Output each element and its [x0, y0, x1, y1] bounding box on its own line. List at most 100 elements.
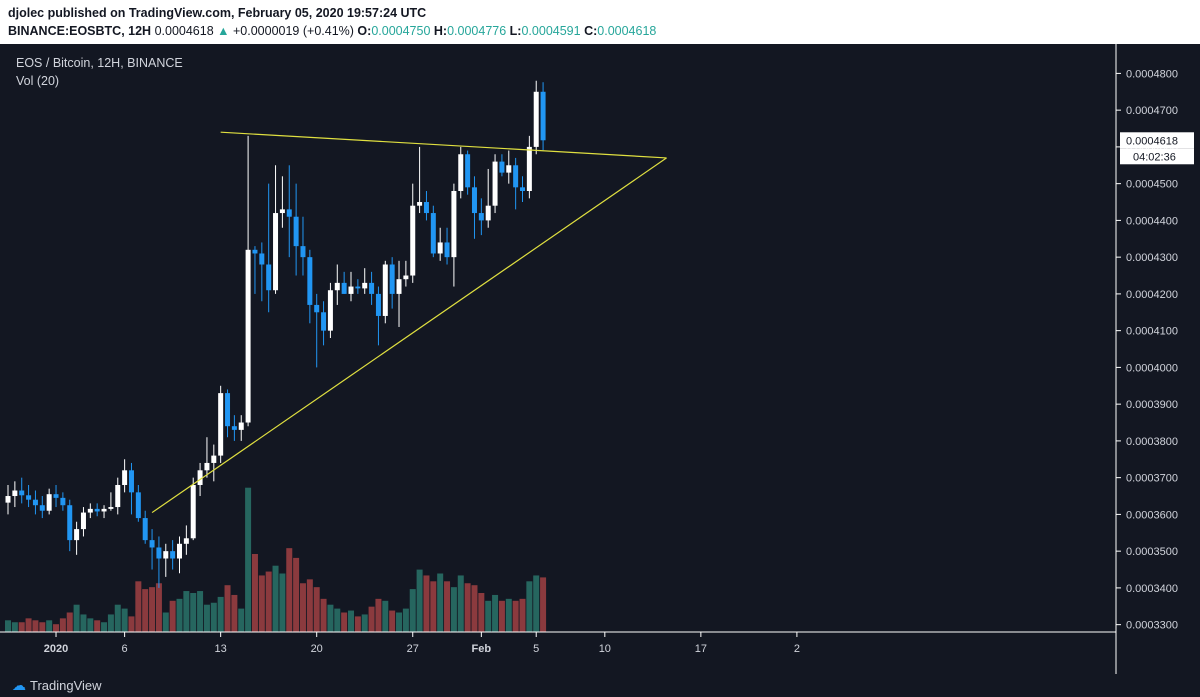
volume-bar	[73, 604, 80, 632]
volume-bar	[142, 589, 149, 632]
volume-bar	[25, 618, 32, 632]
low-value: 0.0004591	[521, 24, 581, 38]
volume-bar	[313, 587, 320, 632]
volume-bar	[444, 581, 451, 632]
candle-body	[403, 275, 409, 280]
tradingview-brand-label: TradingView	[30, 678, 102, 693]
volume-bar	[430, 581, 437, 632]
candle-body	[499, 161, 505, 173]
candle-body	[327, 290, 333, 331]
time-tick-label: 13	[215, 643, 227, 655]
candle-body	[12, 490, 18, 497]
volume-bar	[11, 622, 18, 632]
trendline[interactable]	[151, 157, 667, 514]
volume-bar	[512, 600, 519, 632]
volume-bar	[478, 593, 485, 632]
candle-body	[348, 286, 354, 294]
countdown-label: 04:02:36	[1133, 151, 1176, 163]
candle-body	[382, 264, 388, 316]
header: djolec published on TradingView.com, Feb…	[0, 0, 1200, 44]
candle-body	[520, 187, 525, 191]
volume-bar	[286, 548, 293, 632]
price-tick-label: 0.0003900	[1126, 399, 1178, 411]
open-value: 0.0004750	[371, 24, 431, 38]
candle-body	[19, 490, 25, 496]
volume-bar	[121, 608, 128, 632]
candle-body	[266, 264, 272, 291]
candle-body	[540, 91, 546, 141]
candle-body	[231, 426, 237, 430]
volume-bar	[87, 618, 94, 632]
volume-bar	[245, 487, 252, 632]
candle-body	[526, 146, 532, 191]
volume-bar	[457, 575, 464, 632]
volume-bar	[485, 600, 492, 632]
countdown-box	[1120, 148, 1194, 165]
volume-bar	[389, 610, 396, 632]
candle-body	[163, 551, 169, 559]
candle-body	[156, 547, 162, 559]
price-tick-label: 0.0004700	[1126, 105, 1178, 117]
candle-body	[273, 213, 279, 291]
volume-bar	[396, 612, 403, 632]
price-tick-label: 0.0004800	[1126, 68, 1178, 80]
volume-bar	[155, 583, 162, 632]
chart-svg[interactable]: 0.00048000.00047000.00046000.00045000.00…	[0, 44, 1200, 674]
candle-body	[471, 187, 477, 214]
tradingview-brand[interactable]: ☁ TradingView	[12, 677, 102, 694]
price-tick-label: 0.0004500	[1126, 179, 1178, 191]
candle-body	[46, 494, 52, 511]
price-change: +0.0000019 (+0.41%)	[233, 24, 354, 38]
close-value: 0.0004618	[597, 24, 657, 38]
price-tick-label: 0.0004300	[1126, 252, 1178, 264]
time-tick-label: 27	[407, 643, 419, 655]
footer: ☁ TradingView	[0, 674, 1200, 697]
candle-body	[225, 393, 231, 427]
volume-bar	[293, 557, 300, 632]
candle-body	[451, 191, 457, 258]
candle-body	[5, 496, 11, 503]
candle-body	[87, 508, 93, 513]
candle-body	[142, 518, 148, 541]
volume-bar	[526, 581, 533, 632]
candle-body	[238, 422, 244, 430]
candle-body	[32, 499, 38, 506]
volume-bar	[533, 575, 540, 632]
last-price: 0.0004618	[154, 24, 214, 38]
tradingview-logo-icon: ☁	[12, 677, 26, 693]
volume-bar	[505, 598, 512, 632]
candle-body	[122, 470, 128, 485]
candle-body	[128, 470, 134, 493]
volume-bar	[176, 598, 183, 632]
volume-bar	[279, 573, 286, 632]
trendline[interactable]	[220, 131, 667, 159]
volume-bar	[18, 622, 25, 632]
price-tick-label: 0.0004200	[1126, 289, 1178, 301]
candle-body	[204, 462, 210, 471]
candle-body	[293, 216, 299, 247]
chart-area[interactable]: 0.00048000.00047000.00046000.00045000.00…	[0, 44, 1200, 674]
candle-body	[108, 507, 114, 509]
ohlc-line: BINANCE:EOSBTC, 12H 0.0004618 ▲ +0.00000…	[8, 24, 656, 38]
price-tick-label: 0.0003800	[1126, 436, 1178, 448]
price-tick-label: 0.0003500	[1126, 546, 1178, 558]
candle-body	[39, 505, 45, 511]
volume-bar	[94, 620, 101, 632]
price-tick-label: 0.0004400	[1126, 215, 1178, 227]
volume-bar	[128, 616, 135, 632]
candle-body	[533, 91, 539, 147]
volume-bar	[348, 610, 354, 632]
volume-bar	[114, 604, 121, 632]
candle-body	[417, 202, 423, 206]
price-tick-label: 0.0003700	[1126, 473, 1178, 485]
candle-body	[321, 312, 327, 331]
volume-bar	[80, 614, 87, 632]
candle-body	[465, 154, 471, 188]
candle-body	[478, 213, 484, 221]
volume-bar	[258, 575, 265, 632]
candle-body	[190, 485, 196, 539]
volume-bar	[341, 612, 348, 632]
candle-body	[513, 165, 519, 188]
volume-bar	[272, 565, 279, 632]
candle-body	[218, 393, 224, 456]
